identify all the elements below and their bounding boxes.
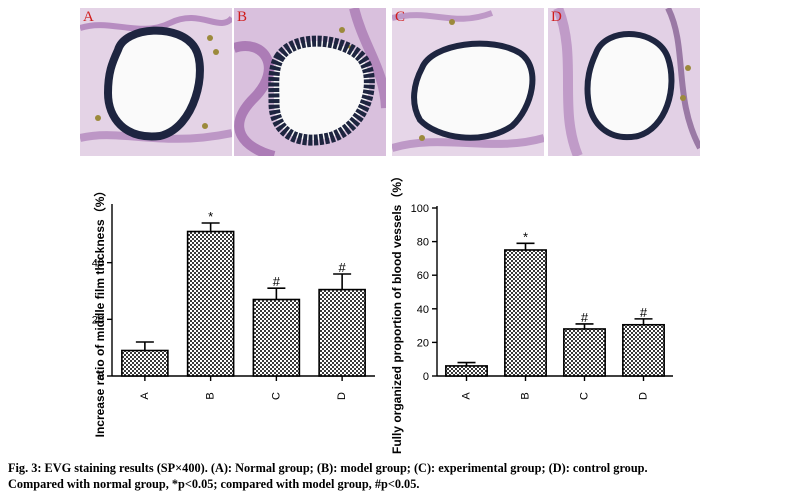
x-tick-label: D [637, 392, 649, 400]
caption-line-2: Compared with normal group, *p<0.05; com… [8, 477, 420, 491]
histology-image-d: D [548, 8, 700, 156]
bar-d [622, 323, 665, 377]
x-tick-label: B [205, 392, 217, 399]
bar-a [445, 365, 488, 377]
bar-c [563, 328, 606, 377]
y-tick-label: 40 [92, 258, 104, 270]
y-tick-label: 80 [417, 237, 429, 249]
bar-a [121, 349, 169, 377]
figure-caption: Fig. 3: EVG staining results (SP×400). (… [8, 460, 784, 492]
x-tick-label: B [519, 392, 531, 399]
significance-marker: * [523, 229, 528, 244]
significance-marker: * [208, 209, 213, 224]
y-tick-label: 40 [417, 304, 429, 316]
vessel-image-b [234, 8, 386, 156]
histology-image-b: B [234, 8, 386, 156]
vessel-image-d [548, 8, 700, 156]
x-tick-label: C [270, 392, 282, 400]
x-tick-label: A [139, 392, 151, 400]
significance-marker: # [581, 310, 589, 325]
y-tick-label: 20 [92, 314, 104, 326]
bar-chart-organized-vessels: 0 20 40 60 80 100 A * B # C # D Fully organized propo… [389, 170, 673, 454]
y-tick-label: 100 [411, 203, 429, 215]
panel-label-d: D [551, 9, 562, 25]
panel-label-a: A [83, 9, 94, 25]
histology-image-a: A [80, 8, 232, 156]
bar-chart-middle-film-thickness: 0 20 40 A * B # C # D Increase ratio of middle fil… [92, 185, 375, 438]
y-tick-label: 0 [423, 371, 429, 383]
panel-label-c: C [395, 9, 406, 25]
y-tick-label: 60 [417, 270, 429, 282]
significance-marker: # [640, 305, 648, 320]
significance-marker: # [339, 260, 347, 275]
x-tick-label: C [578, 392, 590, 400]
x-tick-label: A [460, 392, 472, 400]
bar-c [252, 298, 301, 377]
vessel-image-a [80, 8, 232, 156]
histology-image-c: C [392, 8, 544, 156]
panel-label-b: B [237, 9, 248, 25]
bar-d [318, 288, 366, 377]
bar-b [186, 230, 235, 377]
vessel-image-c [392, 8, 544, 156]
y-axis-label: Fully organized proportion of blood vess… [389, 170, 404, 454]
y-tick-label: 0 [98, 371, 104, 383]
x-tick-label: D [336, 392, 348, 400]
caption-line-1: Fig. 3: EVG staining results (SP×400). (… [8, 461, 648, 475]
significance-marker: # [273, 274, 281, 289]
y-axis-label: Increase ratio of middle film thickness（… [92, 185, 107, 438]
y-tick-label: 20 [417, 337, 429, 349]
bar-b [504, 249, 547, 377]
